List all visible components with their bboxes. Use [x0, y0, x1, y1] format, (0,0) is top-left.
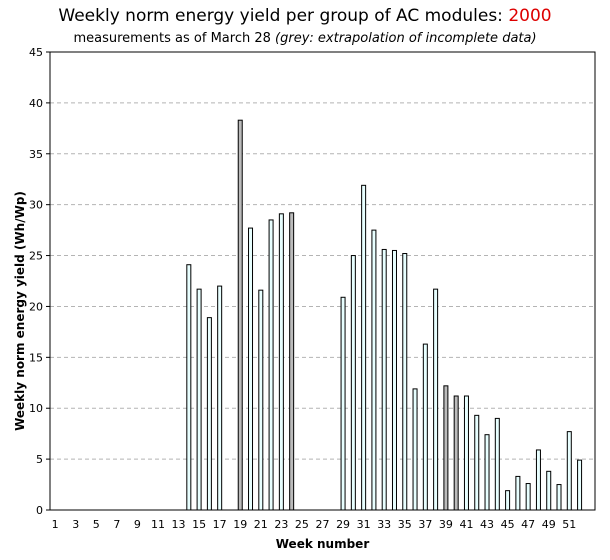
x-tick-label: 17 — [213, 518, 227, 531]
x-tick-label: 33 — [377, 518, 391, 531]
bar-measured — [546, 470, 552, 511]
gridlines — [50, 102, 595, 460]
x-tick-label: 43 — [480, 518, 494, 531]
bar-measured — [566, 431, 572, 511]
x-tick-label: 31 — [357, 518, 371, 531]
bar-series — [186, 119, 583, 511]
chart-title-text: Weekly norm energy yield per group of AC… — [58, 6, 503, 26]
bar-measured — [535, 449, 541, 511]
bar-extrapolated — [289, 212, 295, 511]
y-tick-label: 25 — [29, 250, 43, 263]
y-tick-labels: 0 5 10 15 20 25 30 35 40 45 — [29, 46, 50, 517]
y-tick-label: 40 — [29, 97, 43, 110]
bar-measured — [217, 285, 223, 511]
x-tick-label: 25 — [295, 518, 309, 531]
x-tick-label: 7 — [113, 518, 120, 531]
x-axis-label: Week number — [276, 537, 370, 551]
bar-measured — [350, 255, 356, 511]
x-tick-label: 51 — [562, 518, 576, 531]
bar-measured — [196, 288, 202, 511]
bar-measured — [278, 213, 284, 511]
bar-measured — [422, 343, 428, 511]
bar-measured — [371, 229, 377, 511]
x-tick-label: 13 — [172, 518, 186, 531]
x-tick-label: 27 — [316, 518, 330, 531]
bar-measured — [515, 475, 521, 511]
bar-extrapolated — [237, 119, 243, 511]
bar-measured — [463, 395, 469, 511]
bar-measured — [206, 317, 212, 511]
bar-measured — [381, 248, 387, 511]
x-tick-labels: 1 3 5 7 9 11 13 15 17 19 21 23 25 27 29 31 33 35 37 39 41 43 4… — [52, 518, 577, 531]
x-tick-label: 19 — [233, 518, 247, 531]
x-tick-label: 9 — [134, 518, 141, 531]
bar-measured — [474, 414, 480, 511]
bar-measured — [186, 264, 192, 511]
y-tick-label: 20 — [29, 300, 43, 313]
chart-title-year: 2000 — [508, 6, 552, 26]
bar-measured — [340, 296, 346, 511]
bar-measured — [391, 249, 397, 511]
bar-measured — [248, 227, 254, 511]
bar-extrapolated — [443, 385, 449, 511]
bar-measured — [505, 490, 511, 511]
bar-measured — [433, 288, 439, 511]
y-axis-label: Weekly norm energy yield (Wh/Wp) — [13, 191, 27, 431]
y-tick-label: 35 — [29, 148, 43, 161]
chart-subtitle-main: measurements as of March 28 — [73, 31, 271, 46]
x-tick-label: 5 — [93, 518, 100, 531]
y-tick-label: 30 — [29, 199, 43, 212]
x-tick-label: 21 — [254, 518, 268, 531]
x-tick-label: 11 — [151, 518, 165, 531]
x-tick-label: 23 — [274, 518, 288, 531]
y-tick-label: 15 — [29, 351, 43, 364]
x-tick-label: 37 — [418, 518, 432, 531]
x-tick-label: 15 — [192, 518, 206, 531]
x-tick-label: 1 — [52, 518, 59, 531]
x-tick-label: 39 — [439, 518, 453, 531]
x-tick-label: 29 — [336, 518, 350, 531]
plot-frame — [49, 51, 596, 511]
bar-measured — [577, 459, 583, 511]
bar-measured — [402, 253, 408, 511]
bar-measured — [494, 417, 500, 511]
x-tick-label: 3 — [72, 518, 79, 531]
y-tick-label: 45 — [29, 46, 43, 59]
y-tick-label: 0 — [36, 504, 43, 517]
chart-subtitle: measurements as of March 28 (grey: extra… — [0, 31, 610, 46]
x-tick-label: 49 — [542, 518, 556, 531]
y-tick-label: 10 — [29, 402, 43, 415]
bar-measured — [412, 388, 418, 511]
x-tick-label: 35 — [398, 518, 412, 531]
chart-title: Weekly norm energy yield per group of AC… — [0, 6, 610, 26]
x-tick-label: 47 — [521, 518, 535, 531]
bar-measured — [268, 219, 274, 511]
x-tick-label: 45 — [501, 518, 515, 531]
bar-measured — [484, 434, 490, 511]
bar-measured — [361, 184, 367, 511]
y-tick-label: 5 — [36, 453, 43, 466]
chart-subtitle-note: (grey: extrapolation of incomplete data) — [275, 31, 537, 46]
bar-measured — [556, 484, 562, 511]
bar-measured — [258, 289, 264, 511]
x-tick-label: 41 — [459, 518, 473, 531]
bar-extrapolated — [453, 395, 459, 511]
bar-measured — [525, 483, 531, 511]
